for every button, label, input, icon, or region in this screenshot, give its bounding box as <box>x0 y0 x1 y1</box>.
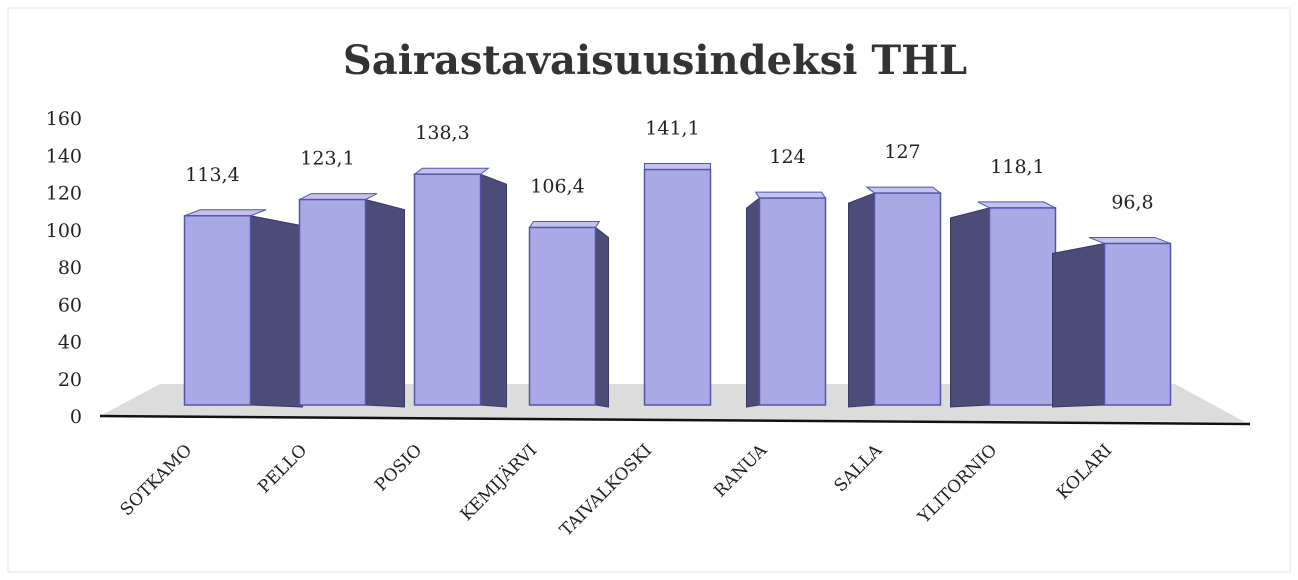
value-label: 141,1 <box>645 118 699 140</box>
y-tick-label: 40 <box>58 332 82 354</box>
bar-top <box>1088 236 1171 244</box>
y-tick-label: 100 <box>46 220 82 242</box>
value-label: 96,8 <box>1111 191 1153 213</box>
bar-top <box>865 186 942 194</box>
chart-title: Sairastavaisuusindeksi THL <box>343 37 967 84</box>
bar <box>643 168 712 406</box>
value-label: 123,1 <box>300 148 354 170</box>
bar <box>298 198 367 406</box>
bar-side <box>595 226 609 408</box>
bar <box>1103 242 1172 406</box>
y-tick-label: 60 <box>58 294 82 316</box>
bar-top <box>528 220 601 228</box>
bar-top <box>977 201 1056 209</box>
bar-side <box>848 192 875 408</box>
bar <box>528 226 597 406</box>
bar-top <box>644 163 711 171</box>
bar-top <box>754 191 827 199</box>
bar-side <box>1052 242 1105 408</box>
bar <box>183 215 252 406</box>
bar <box>873 192 942 406</box>
value-label: 138,3 <box>415 122 469 144</box>
value-label: 113,4 <box>185 164 239 186</box>
bar <box>413 173 482 406</box>
y-tick-label: 0 <box>70 406 82 428</box>
bar-side <box>950 207 990 408</box>
y-tick-label: 120 <box>46 183 82 205</box>
bar <box>758 197 827 406</box>
y-tick-label: 160 <box>46 108 82 130</box>
value-label: 106,4 <box>530 175 584 197</box>
bar-top <box>299 193 378 201</box>
bar-top <box>184 209 267 217</box>
bar <box>988 207 1057 406</box>
value-label: 127 <box>884 141 920 163</box>
bar-side <box>250 215 303 408</box>
bar-top <box>413 167 490 175</box>
y-tick-label: 20 <box>58 369 82 391</box>
value-label: 124 <box>769 146 805 168</box>
bar-side <box>365 198 405 408</box>
value-label: 118,1 <box>990 156 1044 178</box>
bar-side <box>746 197 760 408</box>
bar-side <box>480 173 507 408</box>
baseline <box>99 414 1251 426</box>
y-tick-label: 80 <box>58 257 82 279</box>
y-tick-label: 140 <box>46 145 82 167</box>
